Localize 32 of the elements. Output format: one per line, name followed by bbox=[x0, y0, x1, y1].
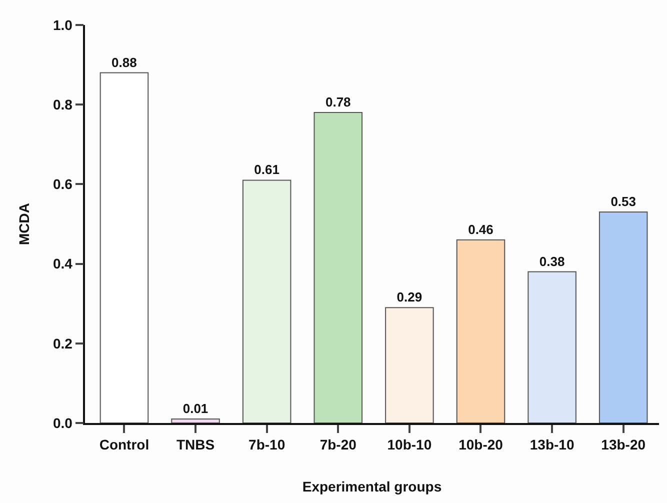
y-tick-label: 1.0 bbox=[52, 16, 73, 33]
bar bbox=[100, 72, 149, 423]
x-tick-label: TNBS bbox=[176, 436, 215, 453]
x-tick-label: 13b-10 bbox=[530, 436, 574, 453]
bar bbox=[385, 307, 434, 423]
bar bbox=[242, 180, 292, 423]
bar bbox=[171, 418, 220, 423]
bar bbox=[314, 112, 363, 423]
data-label: 0.01 bbox=[182, 401, 208, 416]
data-label: 0.61 bbox=[254, 162, 280, 178]
data-label: 0.88 bbox=[112, 54, 137, 70]
data-label: 0.29 bbox=[396, 290, 422, 305]
x-tick-label: 10b-10 bbox=[387, 436, 432, 453]
y-tick-label: 0.0 bbox=[52, 414, 73, 431]
data-label: 0.46 bbox=[468, 222, 494, 237]
y-tick-label: 0.6 bbox=[52, 176, 73, 192]
data-label: 0.38 bbox=[539, 254, 565, 269]
x-tick-label: 7b-20 bbox=[320, 436, 357, 453]
y-tick-label: 0.4 bbox=[52, 256, 73, 272]
bar bbox=[528, 271, 576, 423]
data-label: 0.53 bbox=[610, 194, 636, 210]
x-axis-title: Experimental groups bbox=[302, 478, 442, 494]
x-tick-label: Control bbox=[99, 436, 150, 453]
y-tick-label: 0.8 bbox=[52, 96, 73, 112]
x-tick-label: 10b-20 bbox=[458, 436, 504, 453]
y-tick-label: 0.2 bbox=[52, 335, 73, 352]
x-tick-label: 7b-10 bbox=[248, 436, 286, 453]
bar bbox=[456, 239, 506, 423]
data-label: 0.78 bbox=[325, 94, 351, 110]
x-tick-label: 13b-20 bbox=[601, 436, 646, 453]
bar bbox=[598, 212, 648, 423]
y-axis-title: MCDA bbox=[16, 203, 32, 245]
